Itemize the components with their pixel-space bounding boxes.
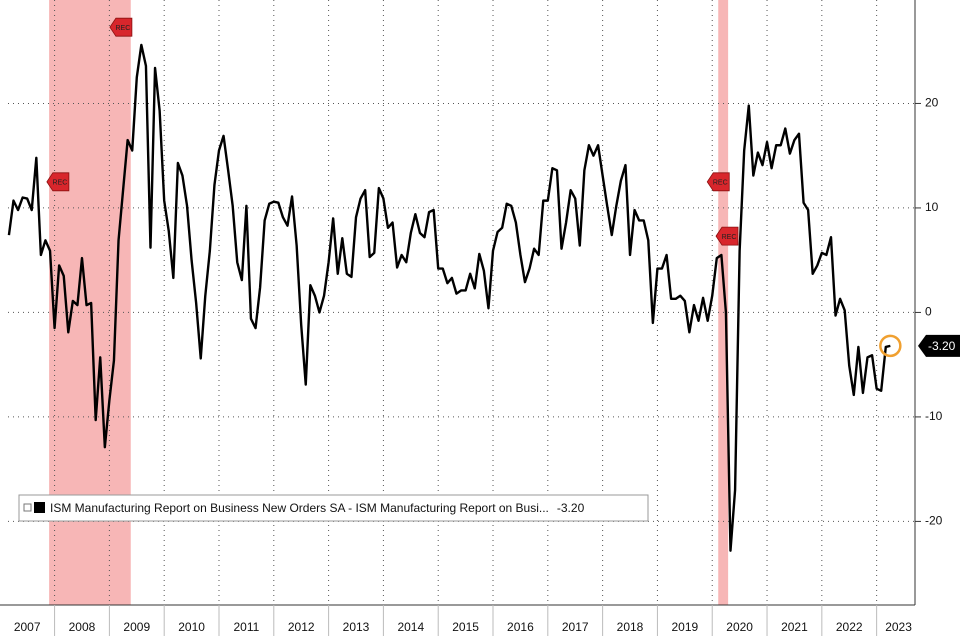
x-tick-label: 2009 — [123, 620, 150, 634]
last-point-highlight — [879, 334, 902, 358]
x-tick-label: 2014 — [397, 620, 424, 634]
legend-swatch — [34, 502, 45, 513]
legend: ISM Manufacturing Report on Business New… — [18, 494, 649, 522]
recession-flag — [715, 226, 739, 246]
recession-flag — [46, 172, 70, 192]
x-tick-label: 2007 — [14, 620, 41, 634]
x-tick-label: 2021 — [781, 620, 808, 634]
x-tick-label: 2023 — [885, 620, 912, 634]
x-tick-label: 2017 — [562, 620, 589, 634]
legend-label: ISM Manufacturing Report on Business New… — [50, 501, 549, 515]
x-tick-label: 2013 — [343, 620, 370, 634]
x-tick-label: 2008 — [69, 620, 96, 634]
legend-expander — [23, 503, 32, 512]
legend-box — [18, 494, 649, 522]
x-tick-label: 2022 — [836, 620, 863, 634]
y-tick-label: -20 — [925, 514, 943, 528]
recession-flag — [706, 172, 730, 192]
x-tick-label: 2016 — [507, 620, 534, 634]
x-tick-label: 2010 — [178, 620, 205, 634]
last-value-tag — [918, 334, 960, 357]
recession-flag-label: REC — [713, 180, 728, 187]
y-tick-label: -10 — [925, 409, 943, 423]
recession-flag-label: REC — [722, 234, 737, 241]
recession-band — [718, 0, 729, 605]
recession-flag-label: REC — [52, 180, 67, 187]
y-tick-label: 10 — [925, 200, 939, 214]
y-tick-label: 20 — [925, 96, 939, 110]
x-tick-label: 2019 — [671, 620, 698, 634]
data-line — [7, 43, 891, 552]
x-tick-label: 2015 — [452, 620, 479, 634]
x-tick-label: 2012 — [288, 620, 315, 634]
legend-value: -3.20 — [557, 501, 585, 515]
y-tick-label: 0 — [925, 305, 932, 319]
x-tick-label: 2011 — [233, 620, 259, 634]
recession-flag — [109, 17, 133, 37]
recession-flag-label: REC — [116, 25, 131, 32]
x-tick-label: 2018 — [617, 620, 644, 634]
x-tick-label: 2020 — [726, 620, 753, 634]
last-value-label: -3.20 — [928, 339, 956, 353]
